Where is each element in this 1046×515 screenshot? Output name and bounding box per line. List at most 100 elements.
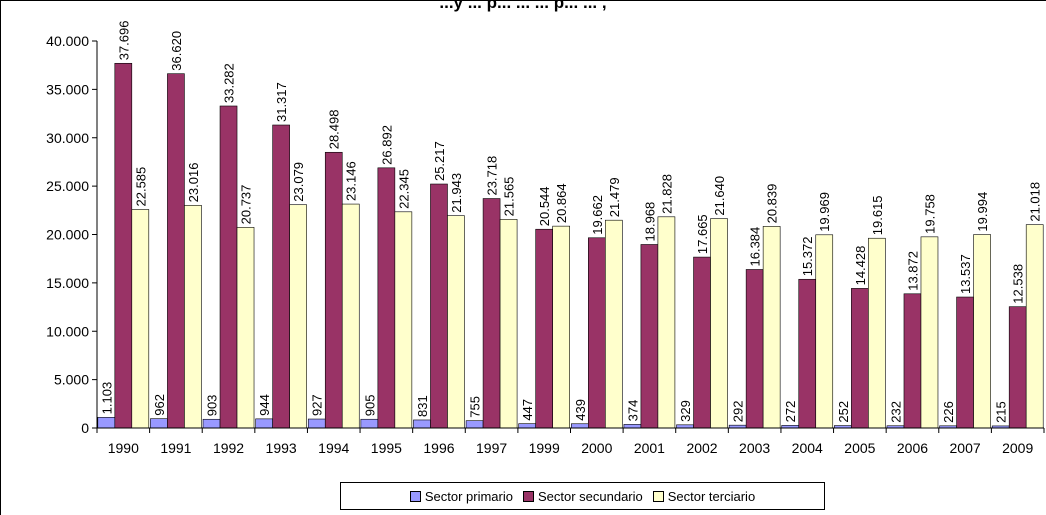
bar-value-label: 21.640 — [712, 176, 727, 216]
legend: Sector primario Sector secundario Sector… — [340, 482, 825, 510]
bar — [693, 256, 711, 429]
bar-value-label: 13.872 — [905, 251, 920, 291]
x-tick-label: 1992 — [213, 440, 244, 456]
bar-value-label: 23.016 — [186, 163, 201, 203]
bar-value-label: 19.662 — [590, 195, 605, 235]
bar — [920, 236, 939, 429]
bar-value-label: 927 — [310, 394, 325, 416]
x-tick-label: 2006 — [897, 440, 928, 456]
bar — [430, 183, 448, 429]
bar-value-label: 944 — [257, 394, 272, 416]
bar-value-label: 19.969 — [817, 192, 832, 232]
bar-value-label: 19.758 — [922, 194, 937, 234]
legend-swatch-terciario — [652, 490, 664, 502]
bar-value-label: 226 — [941, 401, 956, 423]
bar-value-label: 252 — [836, 401, 851, 423]
legend-swatch-secundario — [522, 490, 534, 502]
bar — [167, 73, 185, 429]
bar-value-label: 18.968 — [642, 202, 657, 242]
bar — [815, 234, 834, 429]
bar-value-label: 905 — [362, 395, 377, 417]
bar — [272, 124, 290, 429]
y-tick-label: 0 — [81, 420, 89, 436]
bar — [1025, 224, 1044, 429]
bar — [535, 228, 553, 429]
x-tick-label: 1995 — [371, 440, 402, 456]
bar-value-label: 20.544 — [537, 186, 552, 226]
bar — [518, 423, 536, 429]
y-tick-label: 25.000 — [46, 178, 89, 194]
bar-value-label: 21.943 — [449, 173, 464, 213]
bar-value-label: 37.696 — [116, 21, 131, 61]
x-tick-label: 2002 — [686, 440, 717, 456]
x-tick-label: 1990 — [108, 440, 139, 456]
bar-value-label: 28.498 — [327, 110, 342, 150]
y-axis: 0 5.000 10.000 15.000 20.000 25.000 30.000 35.0… — [46, 33, 98, 436]
bar — [657, 216, 676, 429]
bar — [202, 418, 221, 429]
y-tick-label: 30.000 — [46, 130, 89, 146]
y-tick-label: 15.000 — [46, 275, 89, 291]
bar — [114, 62, 133, 429]
bar-value-label: 439 — [573, 399, 588, 421]
bar-value-label: 33.282 — [222, 63, 237, 103]
bar-value-label: 31.317 — [274, 82, 289, 122]
legend-item-secundario: Sector secundario — [522, 489, 643, 504]
legend-swatch-primario — [409, 490, 421, 502]
bar — [447, 215, 465, 429]
bar-value-label: 22.345 — [396, 169, 411, 209]
bar — [903, 293, 922, 429]
bar — [552, 225, 570, 429]
bar-value-label: 17.665 — [695, 214, 710, 254]
bar — [745, 269, 764, 429]
bar-value-label: 272 — [783, 401, 798, 423]
legend-item-terciario: Sector terciario — [652, 489, 755, 504]
bar — [360, 418, 379, 429]
bar-value-label: 12.538 — [1011, 264, 1026, 304]
bar — [324, 151, 343, 429]
bar-value-label: 15.372 — [800, 237, 815, 277]
x-axis: 1990 1991 1992 1993 1994 1995 1996 1997 1999 2000… — [96, 427, 1045, 456]
x-tick-label: 1997 — [476, 440, 507, 456]
bar-value-label: 26.892 — [379, 125, 394, 165]
x-tick-label: 1999 — [529, 440, 560, 456]
bar-value-label: 21.018 — [1028, 182, 1043, 222]
x-tick-label: 1996 — [423, 440, 454, 456]
bar — [97, 417, 116, 429]
legend-label-primario: Sector primario — [424, 488, 513, 504]
bar-value-label: 21.479 — [607, 177, 622, 217]
bar-value-label: 215 — [994, 401, 1009, 423]
bar-value-label: 23.079 — [291, 162, 306, 202]
x-tick-label: 2004 — [792, 440, 823, 456]
y-tick-label: 35.000 — [46, 81, 89, 97]
x-tick-label: 2001 — [634, 440, 665, 456]
x-tick-label: 2007 — [950, 440, 981, 456]
bar — [499, 219, 518, 429]
bar — [798, 278, 817, 429]
bar-value-label: 374 — [625, 400, 640, 422]
bar-value-label: 20.864 — [554, 183, 569, 223]
bar-value-label: 962 — [152, 394, 167, 416]
y-tick-label: 10.000 — [46, 323, 89, 339]
bar-value-label: 232 — [888, 401, 903, 423]
bar — [605, 219, 623, 429]
bar — [289, 204, 307, 429]
bar — [571, 423, 589, 429]
legend-item-primario: Sector primario — [409, 488, 513, 504]
bar-value-label: 21.565 — [502, 177, 517, 217]
bar — [131, 209, 150, 429]
bar — [973, 234, 991, 429]
bars: 1.103 37.696 22.585 962 36.620 23.016 903 33.28… — [97, 21, 1044, 429]
x-tick-label: 2000 — [581, 440, 612, 456]
bar-value-label: 20.737 — [239, 185, 254, 225]
bar-value-label: 329 — [678, 400, 693, 422]
bar — [762, 226, 781, 429]
bar-value-label: 447 — [520, 399, 535, 421]
bar — [868, 237, 886, 429]
bar — [1008, 306, 1027, 429]
bar — [413, 419, 431, 429]
bar — [255, 418, 273, 429]
x-tick-label: 2009 — [1002, 440, 1033, 456]
bar-value-label: 14.428 — [853, 246, 868, 286]
